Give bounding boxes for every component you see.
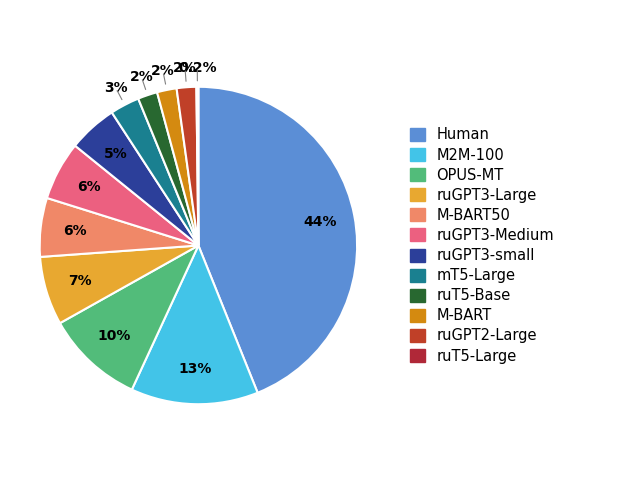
Wedge shape xyxy=(40,198,198,257)
Wedge shape xyxy=(60,246,198,389)
Wedge shape xyxy=(177,87,198,246)
Text: 2%: 2% xyxy=(129,70,154,84)
Wedge shape xyxy=(198,87,357,393)
Text: 10%: 10% xyxy=(98,329,131,343)
Text: 6%: 6% xyxy=(63,224,87,238)
Wedge shape xyxy=(47,146,198,246)
Text: 6%: 6% xyxy=(77,180,101,194)
Text: 44%: 44% xyxy=(303,215,337,229)
Text: 0.2%: 0.2% xyxy=(178,61,216,75)
Wedge shape xyxy=(132,246,258,404)
Text: 2%: 2% xyxy=(151,64,175,78)
Wedge shape xyxy=(138,92,198,246)
Wedge shape xyxy=(196,87,198,246)
Wedge shape xyxy=(40,246,198,323)
Text: 3%: 3% xyxy=(104,81,127,95)
Text: 5%: 5% xyxy=(104,146,127,161)
Wedge shape xyxy=(112,99,198,246)
Legend: Human, M2M-100, OPUS-MT, ruGPT3-Large, M-BART50, ruGPT3-Medium, ruGPT3-small, mT: Human, M2M-100, OPUS-MT, ruGPT3-Large, M… xyxy=(404,122,559,369)
Text: 2%: 2% xyxy=(173,61,197,75)
Wedge shape xyxy=(75,112,198,246)
Wedge shape xyxy=(157,88,198,246)
Text: 7%: 7% xyxy=(68,274,92,288)
Text: 13%: 13% xyxy=(179,362,212,376)
